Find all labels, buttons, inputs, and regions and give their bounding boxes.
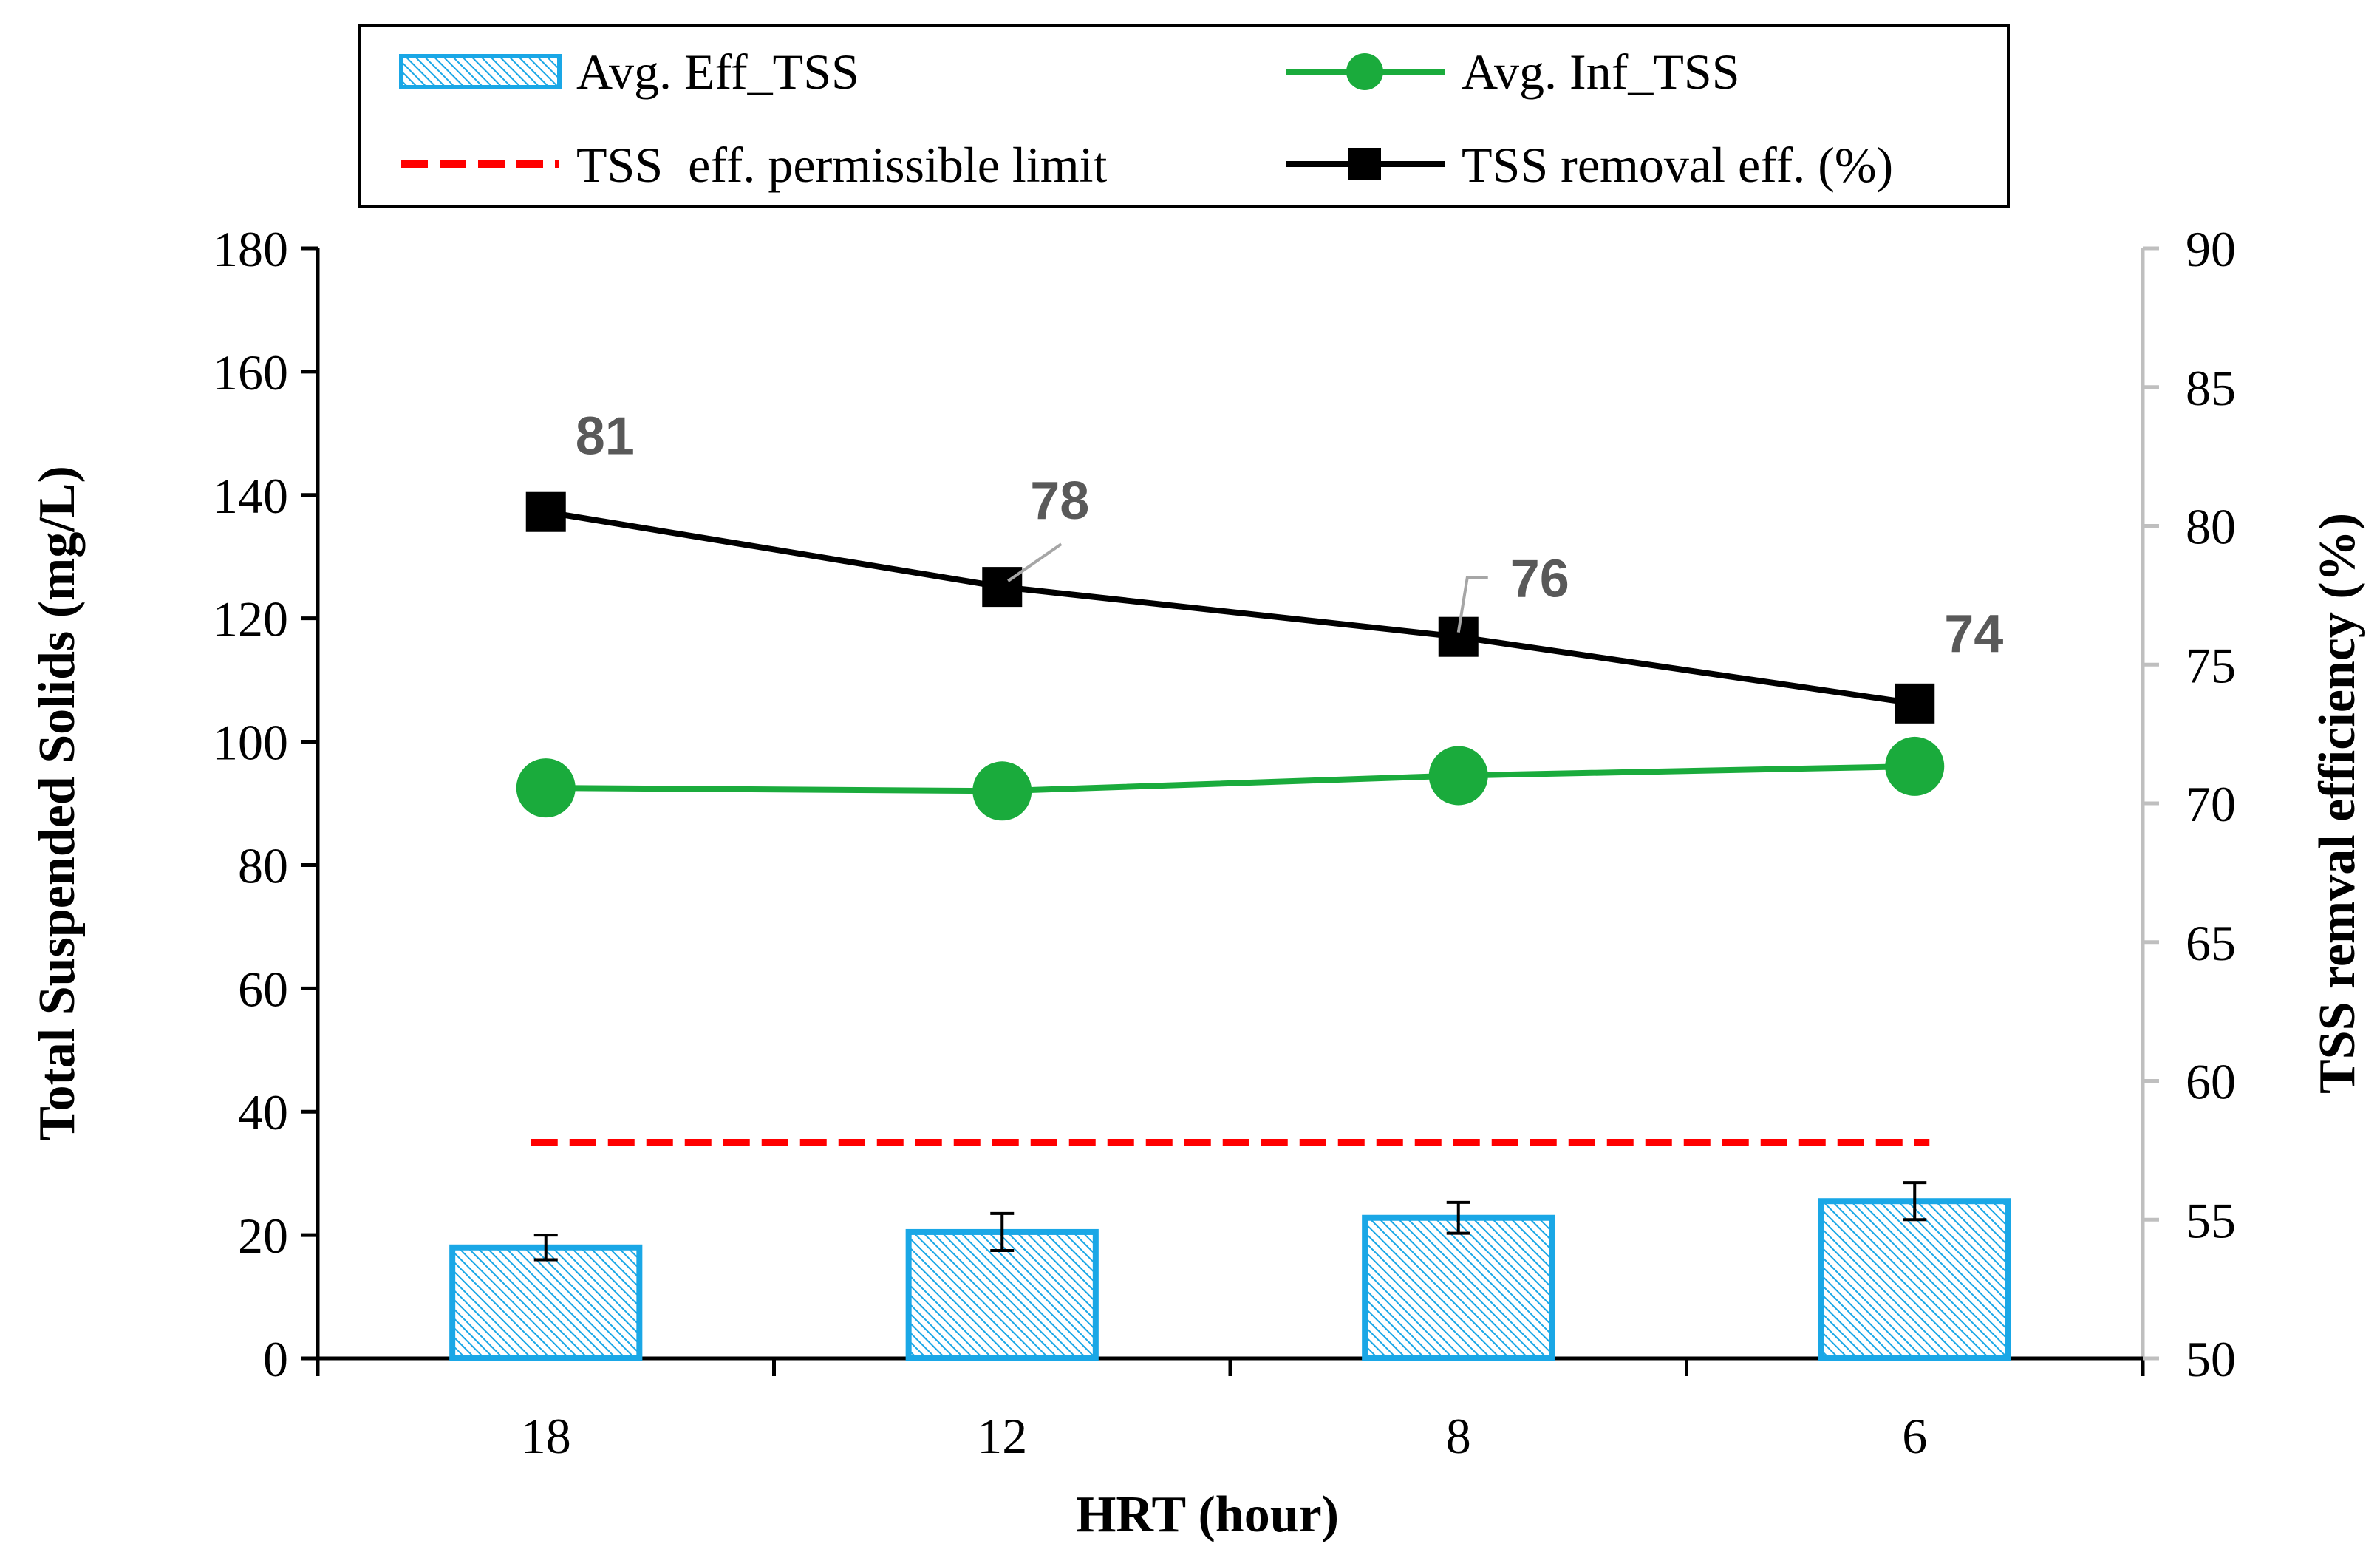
- inf-tss-point: [516, 758, 576, 818]
- legend-label-removal: TSS removal eff. (%): [1462, 137, 1893, 193]
- removal-eff-point: [525, 491, 566, 532]
- removal-eff-data-label: 81: [576, 407, 635, 466]
- x-tick-label: 12: [977, 1408, 1027, 1464]
- inf-tss-line: [516, 736, 1945, 821]
- left-y-axis-title: Total Suspended Solids (mg/L): [29, 466, 86, 1141]
- legend-label-limit: TSS eff. permissible limit: [576, 137, 1107, 193]
- left-tick-label: 160: [213, 344, 288, 401]
- legend-marker-removal: [1348, 148, 1381, 180]
- right-tick-label: 55: [2186, 1192, 2236, 1248]
- right-tick-label: 90: [2186, 221, 2236, 277]
- inf-tss-point: [1885, 736, 1945, 796]
- x-tick-label: 6: [1902, 1408, 1927, 1464]
- inf-tss-point: [1428, 746, 1488, 806]
- right-y-axis-title: TSS remval efficiency (%): [2309, 513, 2366, 1094]
- right-tick-label: 60: [2186, 1054, 2236, 1110]
- inf-tss-polyline: [545, 763, 1915, 794]
- legend-label-inf-tss: Avg. Inf_TSS: [1462, 44, 1740, 100]
- removal-eff-data-label: 76: [1510, 550, 1569, 609]
- removal-eff-data-labels: 81 78 76 74: [576, 407, 2004, 664]
- left-tick-label: 140: [213, 468, 288, 524]
- right-tick-label: 75: [2186, 637, 2236, 693]
- right-tick-label: 80: [2186, 499, 2236, 555]
- legend: Avg. Eff_TSS Avg. Inf_TSS TSS eff. permi…: [358, 24, 2010, 208]
- eff-tss-bar: [1362, 1214, 1555, 1362]
- removal-eff-line: [525, 491, 1935, 724]
- legend-swatch-eff-tss: [399, 54, 562, 89]
- inf-tss-point: [972, 761, 1032, 821]
- left-tick-label: 80: [238, 837, 288, 894]
- left-tick-label: 40: [238, 1084, 288, 1140]
- data-label-leader: [1456, 576, 1488, 633]
- x-tick-label: 18: [521, 1408, 571, 1464]
- data-label-leader: [1007, 542, 1063, 582]
- removal-eff-data-label: 74: [1944, 605, 2003, 664]
- left-tick-label: 0: [263, 1331, 288, 1387]
- right-tick-label: 70: [2186, 776, 2236, 832]
- right-y-ticks: 50 55 60 65 70 75 80 85 90: [2143, 221, 2236, 1387]
- legend-marker-inf-tss: [1346, 53, 1383, 90]
- left-tick-label: 180: [213, 221, 288, 277]
- eff-tss-bar: [905, 1228, 1099, 1361]
- legend-box: [358, 24, 2010, 208]
- left-tick-label: 20: [238, 1208, 288, 1264]
- removal-eff-polyline: [545, 508, 1915, 707]
- eff-tss-error-bars: [533, 1181, 1927, 1262]
- right-tick-label: 65: [2186, 915, 2236, 971]
- right-tick-label: 85: [2186, 360, 2236, 416]
- x-tick-labels: 18 12 8 6: [521, 1408, 1928, 1464]
- left-tick-label: 60: [238, 961, 288, 1017]
- right-tick-label: 50: [2186, 1331, 2236, 1387]
- left-tick-label: 120: [213, 591, 288, 647]
- legend-label-eff-tss: Avg. Eff_TSS: [576, 44, 859, 100]
- removal-eff-data-label: 78: [1030, 472, 1089, 531]
- x-category-ticks: [316, 1358, 2145, 1376]
- x-tick-label: 8: [1446, 1408, 1471, 1464]
- x-axis-title: HRT (hour): [1076, 1486, 1339, 1543]
- left-tick-label: 100: [213, 715, 288, 771]
- removal-eff-point: [1438, 616, 1479, 657]
- left-y-ticks: 0 20 40 60 80 100 120 140 160 180: [213, 221, 318, 1387]
- removal-eff-point: [1895, 683, 1935, 724]
- eff-tss-bars: [449, 1198, 2011, 1362]
- removal-eff-point: [982, 567, 1023, 608]
- eff-tss-bar: [1818, 1198, 2011, 1362]
- eff-tss-bar: [449, 1244, 643, 1362]
